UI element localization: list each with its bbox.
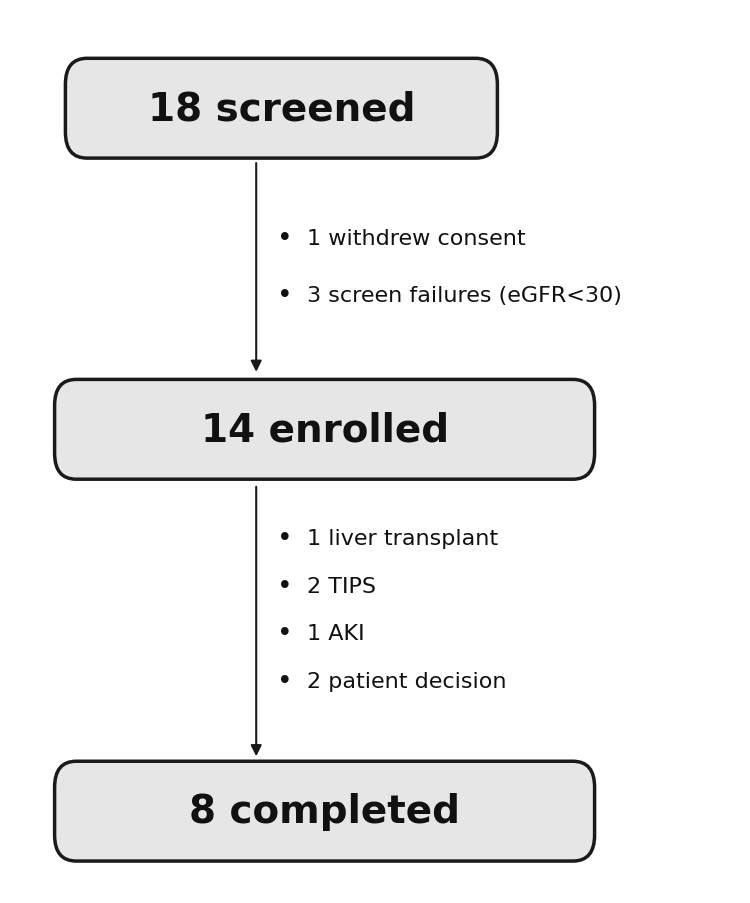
Text: 2 TIPS: 2 TIPS <box>307 576 376 596</box>
FancyBboxPatch shape <box>65 60 497 159</box>
Text: •: • <box>278 283 292 309</box>
Text: •: • <box>278 526 292 551</box>
Text: 1 withdrew consent: 1 withdrew consent <box>307 229 525 249</box>
Text: •: • <box>278 573 292 599</box>
Text: 1 AKI: 1 AKI <box>307 624 364 644</box>
Text: 18 screened: 18 screened <box>148 90 416 128</box>
FancyBboxPatch shape <box>55 380 595 479</box>
Text: •: • <box>278 226 292 252</box>
Text: 14 enrolled: 14 enrolled <box>200 411 448 449</box>
Text: 3 screen failures (eGFR<30): 3 screen failures (eGFR<30) <box>307 285 622 305</box>
FancyBboxPatch shape <box>55 761 595 861</box>
Text: 2 patient decision: 2 patient decision <box>307 671 506 691</box>
Text: •: • <box>278 668 292 694</box>
Text: 1 liver transplant: 1 liver transplant <box>307 528 498 548</box>
Text: 8 completed: 8 completed <box>189 792 460 830</box>
Text: •: • <box>278 620 292 647</box>
